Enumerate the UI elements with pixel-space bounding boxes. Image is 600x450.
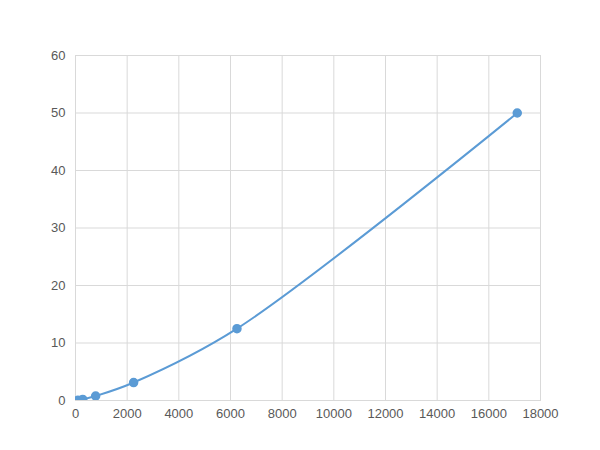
svg-text:10000: 10000 [316,406,352,421]
svg-text:18000: 18000 [522,406,558,421]
svg-text:4000: 4000 [164,406,193,421]
svg-text:8000: 8000 [268,406,297,421]
svg-text:20: 20 [51,278,65,293]
svg-text:16000: 16000 [471,406,507,421]
svg-text:6000: 6000 [216,406,245,421]
svg-text:40: 40 [51,163,65,178]
svg-text:30: 30 [51,220,65,235]
svg-text:0: 0 [58,393,65,408]
svg-text:0: 0 [72,406,79,421]
svg-text:12000: 12000 [367,406,403,421]
svg-text:14000: 14000 [419,406,455,421]
svg-text:2000: 2000 [113,406,142,421]
svg-text:50: 50 [51,105,65,120]
svg-text:10: 10 [51,335,65,350]
svg-text:60: 60 [51,48,65,63]
